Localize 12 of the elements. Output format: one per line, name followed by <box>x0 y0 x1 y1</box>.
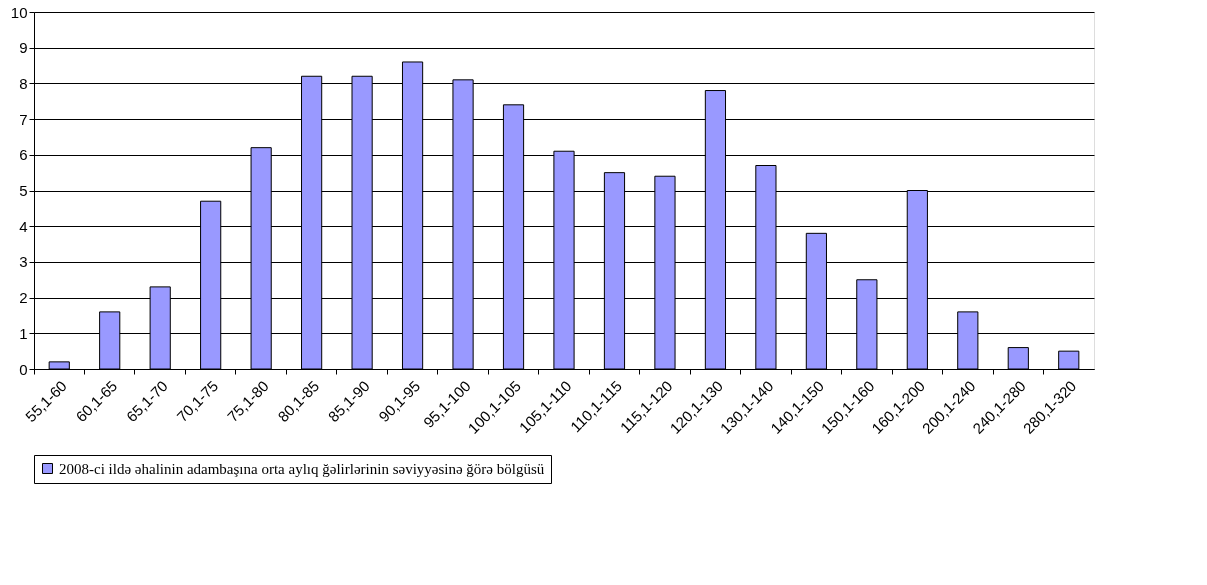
y-tick-label: 0 <box>19 360 28 378</box>
y-tick-label: 3 <box>19 253 28 271</box>
y-tick-label: 4 <box>19 217 28 235</box>
y-tick-label: 6 <box>19 146 28 164</box>
legend-label: 2008-ci ildə əhalinin adambaşına orta aylıq ğəlirlərinin səviyyəsinə ğörə bölgüsü <box>59 460 545 477</box>
y-tick-label: 5 <box>19 182 28 199</box>
y-tick-label: 7 <box>19 110 28 128</box>
y-tick-label: 1 <box>19 324 28 342</box>
y-tick-label: 2 <box>19 289 28 307</box>
y-tick-label: 8 <box>19 74 28 92</box>
y-tick-label: 10 <box>10 3 28 21</box>
y-tick-label: 9 <box>19 39 28 57</box>
